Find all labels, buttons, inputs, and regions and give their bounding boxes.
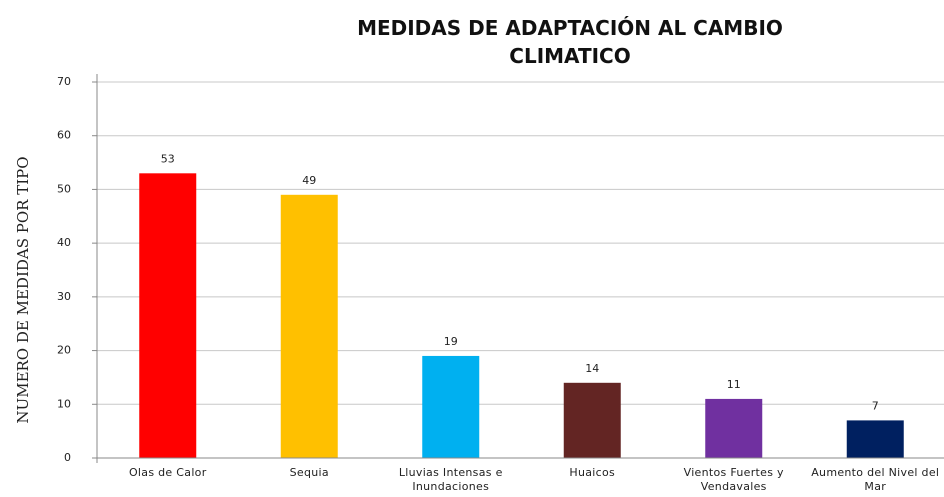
x-tick-label: Lluvias Intensas e Inundaciones: [398, 466, 503, 493]
y-tick-label: 0: [64, 451, 71, 464]
y-tick-label: 30: [57, 290, 71, 303]
x-tick-label: Vientos Fuertes y Vendavales: [683, 466, 784, 493]
y-tick-label: 50: [57, 182, 71, 195]
x-tick-label: Olas de Calor: [128, 466, 207, 479]
y-tick-label: 70: [57, 75, 71, 88]
data-label: 49: [302, 174, 316, 187]
y-tick-label: 10: [57, 397, 71, 410]
bar: [139, 173, 197, 459]
data-label: 11: [727, 378, 741, 391]
bar: [280, 194, 338, 459]
y-tick-label: 60: [57, 129, 71, 142]
chart-title: MEDIDAS DE ADAPTACIÓN AL CAMBIO CLIMATIC…: [357, 16, 783, 68]
y-tick-label: 20: [57, 344, 71, 357]
x-tick-label: Aumento del Nivel del Mar: [811, 466, 940, 493]
x-tick-label: Sequia: [289, 466, 329, 479]
y-tick-label: 40: [57, 236, 71, 249]
bar: [563, 382, 621, 458]
data-label: 7: [872, 399, 879, 412]
bar: [422, 355, 480, 458]
bar: [705, 398, 763, 458]
x-tick-label: Huaicos: [569, 466, 616, 479]
y-axis-label: NUMERO DE MEDIDAS POR TIPO: [14, 156, 32, 423]
data-label: 14: [585, 362, 599, 375]
data-label: 19: [444, 335, 458, 348]
bar: [846, 420, 904, 458]
data-label: 53: [161, 152, 175, 165]
